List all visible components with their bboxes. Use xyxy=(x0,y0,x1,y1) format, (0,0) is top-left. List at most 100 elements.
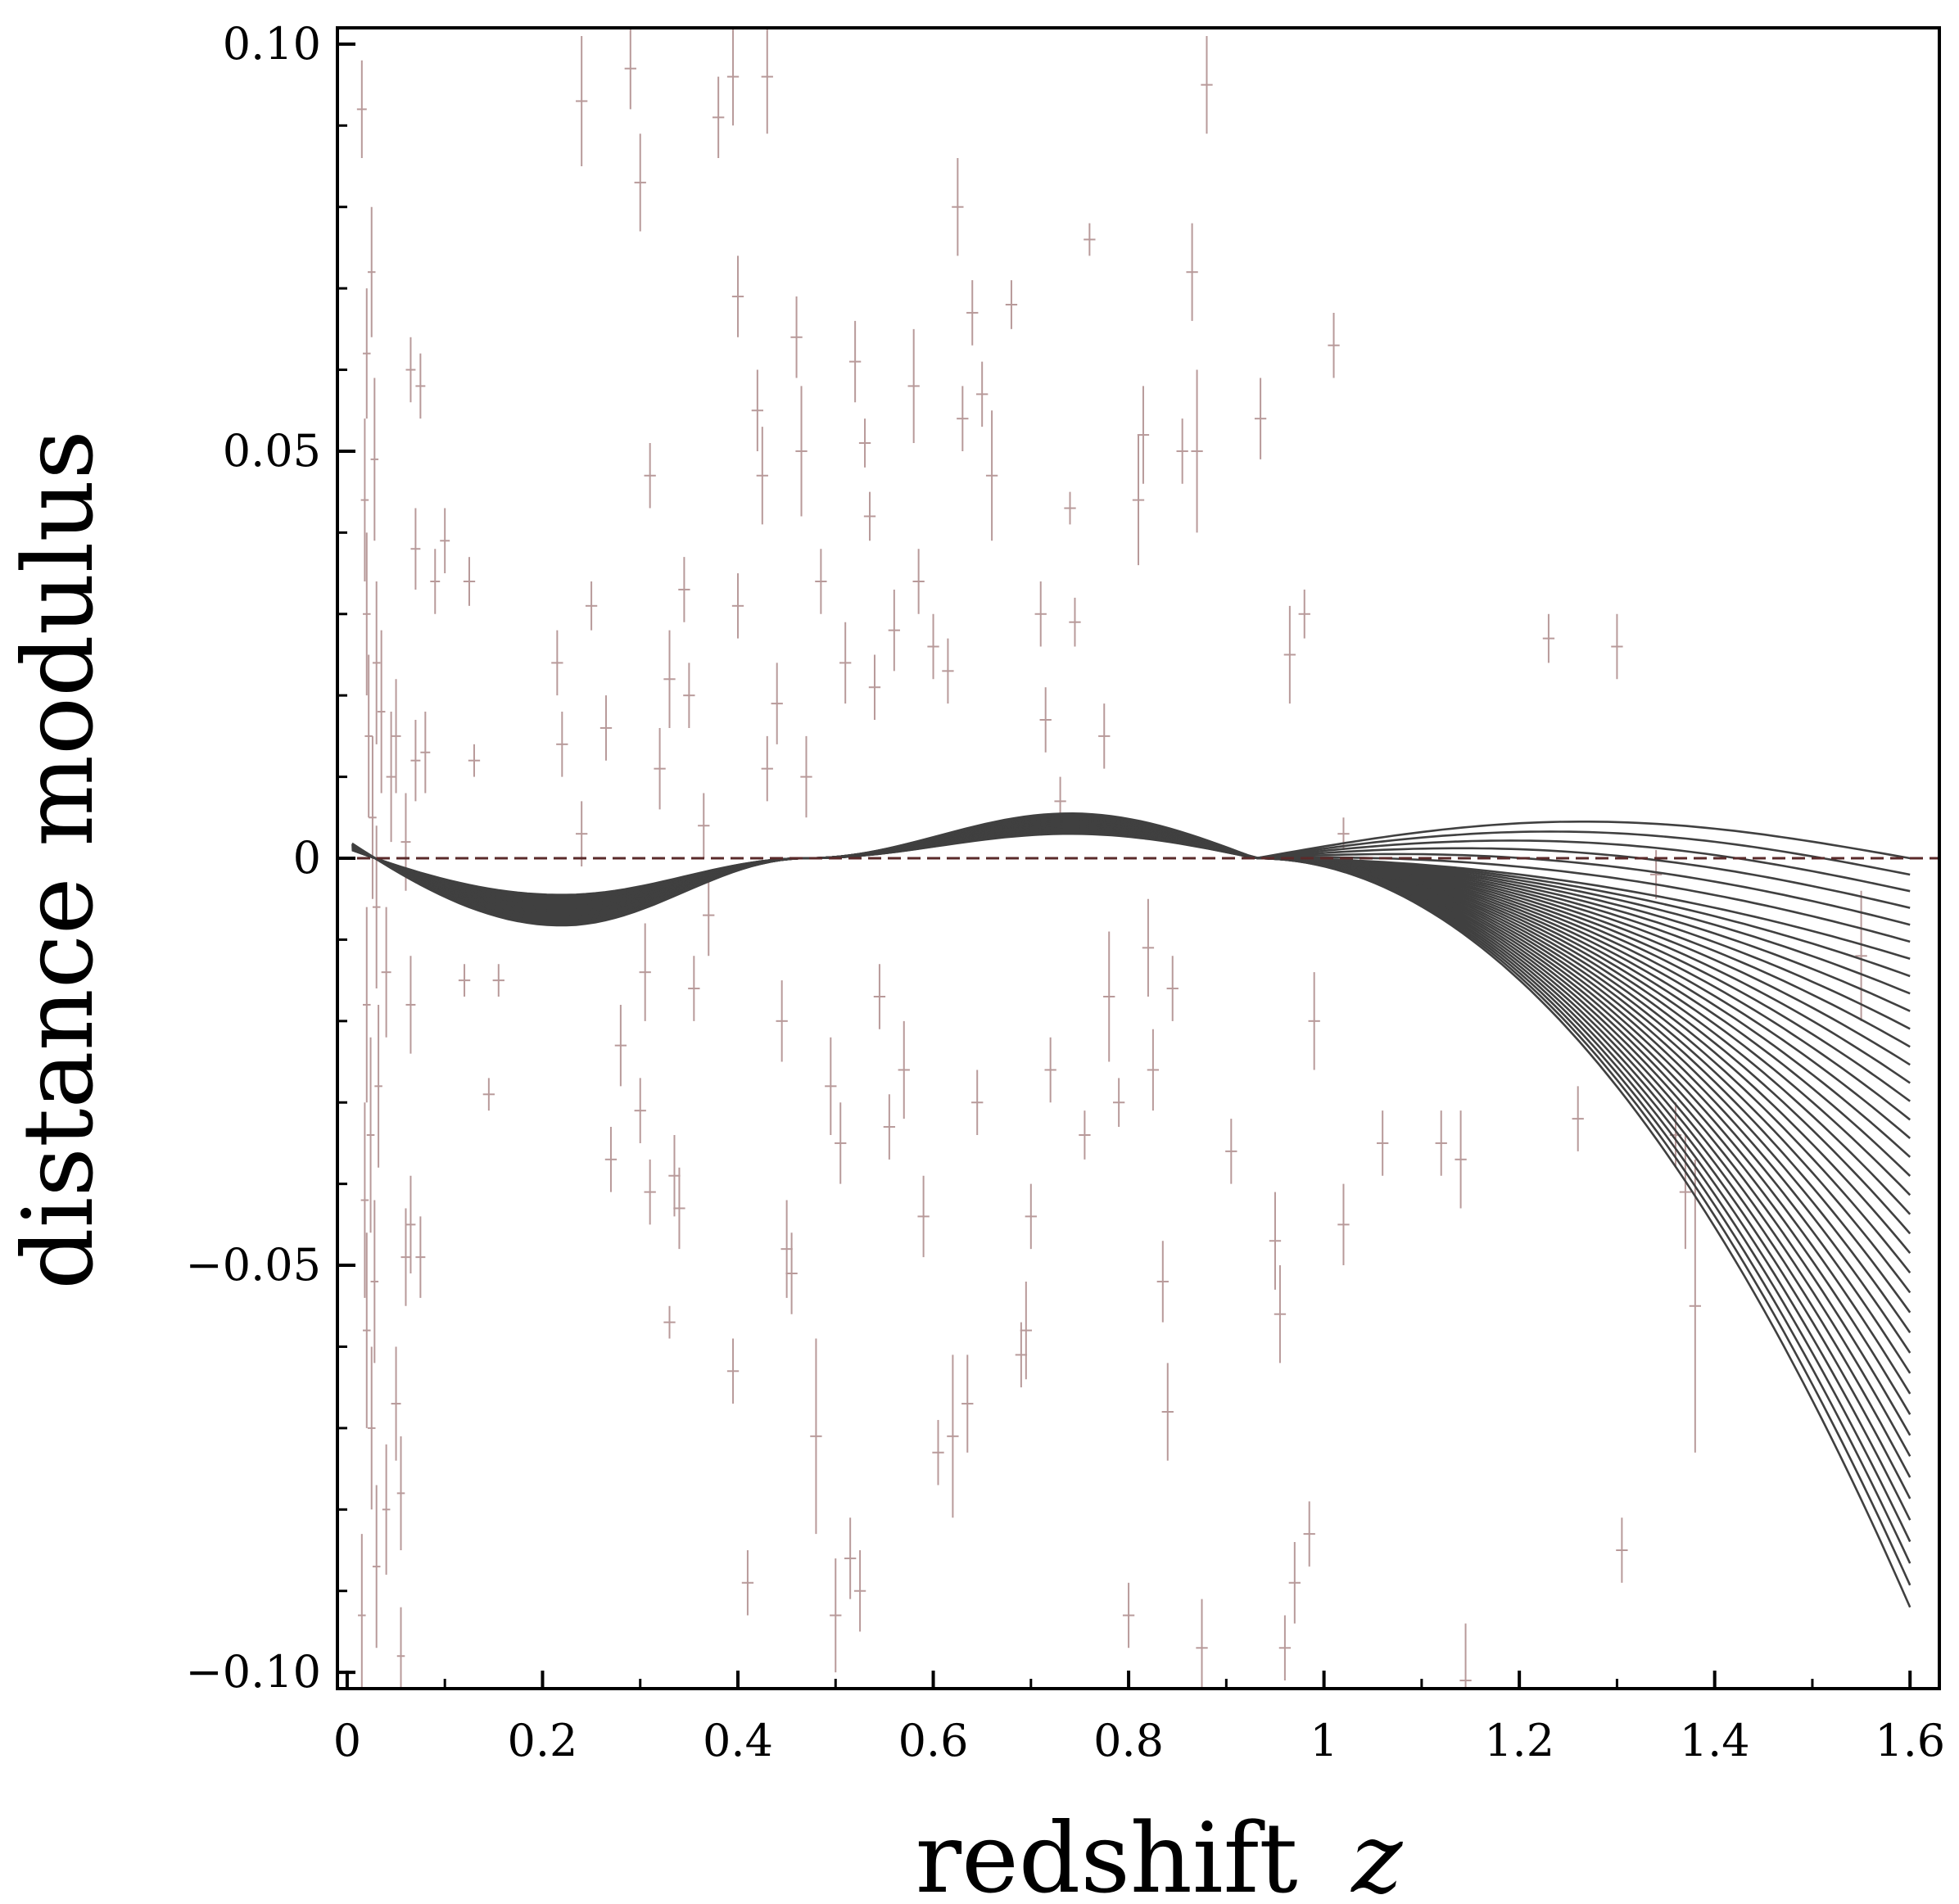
data-point xyxy=(731,256,744,337)
y-tick-label: −0.05 xyxy=(186,1239,321,1291)
data-point xyxy=(932,1419,944,1486)
data-point xyxy=(663,630,676,728)
data-point xyxy=(741,1550,754,1616)
data-point xyxy=(1156,1241,1169,1323)
data-point xyxy=(482,1078,495,1111)
data-point xyxy=(976,361,989,427)
data-point xyxy=(952,158,964,256)
data-point xyxy=(1269,1192,1282,1290)
data-point xyxy=(947,1355,959,1518)
data-point xyxy=(966,280,979,346)
data-point xyxy=(1689,1159,1701,1453)
data-point xyxy=(863,491,876,541)
data-point xyxy=(624,28,636,110)
y-tick-label: −0.10 xyxy=(186,1646,321,1698)
data-point xyxy=(1572,1086,1584,1151)
data-point xyxy=(391,679,401,794)
data-point xyxy=(410,720,421,802)
data-point xyxy=(761,735,773,802)
data-point xyxy=(985,410,998,541)
data-point xyxy=(430,549,441,614)
x-tick-label: 1.4 xyxy=(1680,1715,1750,1766)
y-tick-label: 0.10 xyxy=(223,18,321,70)
data-point xyxy=(1044,1037,1056,1103)
data-point xyxy=(644,443,656,509)
data-point xyxy=(912,549,925,614)
x-tick-label: 1 xyxy=(1310,1715,1337,1766)
data-point xyxy=(415,1216,426,1298)
data-point xyxy=(1084,223,1096,256)
data-point xyxy=(1308,972,1320,1070)
data-point xyxy=(1025,1183,1037,1250)
data-point xyxy=(688,956,700,1021)
data-point xyxy=(440,508,450,574)
data-point xyxy=(1616,1517,1628,1583)
data-point xyxy=(1201,35,1213,134)
x-axis-title: redshift z xyxy=(916,1802,1404,1904)
data-point xyxy=(576,35,588,166)
data-point xyxy=(825,1037,837,1135)
x-tick-label: 0 xyxy=(333,1715,361,1766)
data-point xyxy=(873,964,886,1029)
data-point xyxy=(1176,418,1188,484)
x-tick-label: 1.2 xyxy=(1484,1715,1554,1766)
data-point xyxy=(1611,613,1623,680)
data-point xyxy=(1079,1110,1091,1160)
data-point xyxy=(1455,1110,1467,1209)
data-point xyxy=(363,532,371,696)
data-point xyxy=(971,1070,984,1135)
data-point xyxy=(360,1102,369,1298)
data-point xyxy=(853,1550,866,1632)
data-point xyxy=(551,630,563,696)
data-point xyxy=(654,727,666,810)
data-point xyxy=(1274,1265,1287,1364)
data-point xyxy=(868,654,881,720)
data-point xyxy=(771,663,783,744)
data-point xyxy=(1278,1615,1292,1681)
data-point xyxy=(1298,589,1310,639)
data-point xyxy=(1103,931,1115,1062)
data-point xyxy=(1039,687,1052,753)
data-point xyxy=(698,793,710,858)
data-point xyxy=(415,353,426,419)
data-point xyxy=(372,825,381,989)
data-point xyxy=(780,1200,793,1298)
data-point xyxy=(917,1175,930,1258)
data-point xyxy=(374,1004,382,1168)
x-tick-label: 1.6 xyxy=(1875,1715,1945,1766)
curve-family xyxy=(351,812,1911,1608)
data-point xyxy=(883,1094,896,1160)
data-point xyxy=(1288,1542,1301,1624)
y-tick-label: 0.05 xyxy=(223,425,321,477)
data-point xyxy=(703,874,715,957)
data-point xyxy=(1064,491,1076,525)
data-point xyxy=(1542,613,1555,663)
data-point xyxy=(405,956,416,1054)
data-point xyxy=(1191,369,1203,533)
data-point xyxy=(556,712,568,777)
data-point xyxy=(369,735,377,899)
model-curve xyxy=(351,812,1911,927)
data-point xyxy=(1122,1582,1135,1648)
data-point xyxy=(1147,1029,1160,1111)
data-point xyxy=(358,1534,366,1689)
data-point xyxy=(1015,1322,1028,1388)
data-point xyxy=(751,369,764,451)
data-point xyxy=(356,60,367,159)
data-point xyxy=(1137,386,1150,484)
data-point xyxy=(1435,1110,1447,1176)
data-point xyxy=(604,1127,618,1192)
data-point xyxy=(391,1346,401,1461)
data-point xyxy=(364,654,373,818)
data-point xyxy=(1283,605,1296,704)
data-points xyxy=(356,28,1867,1689)
data-point xyxy=(1132,435,1145,566)
data-point xyxy=(386,712,396,843)
data-point xyxy=(1459,1623,1472,1689)
data-point xyxy=(458,964,471,997)
data-point xyxy=(678,557,690,622)
data-point xyxy=(1225,1119,1237,1184)
data-point xyxy=(634,133,646,232)
data-point xyxy=(907,328,920,443)
